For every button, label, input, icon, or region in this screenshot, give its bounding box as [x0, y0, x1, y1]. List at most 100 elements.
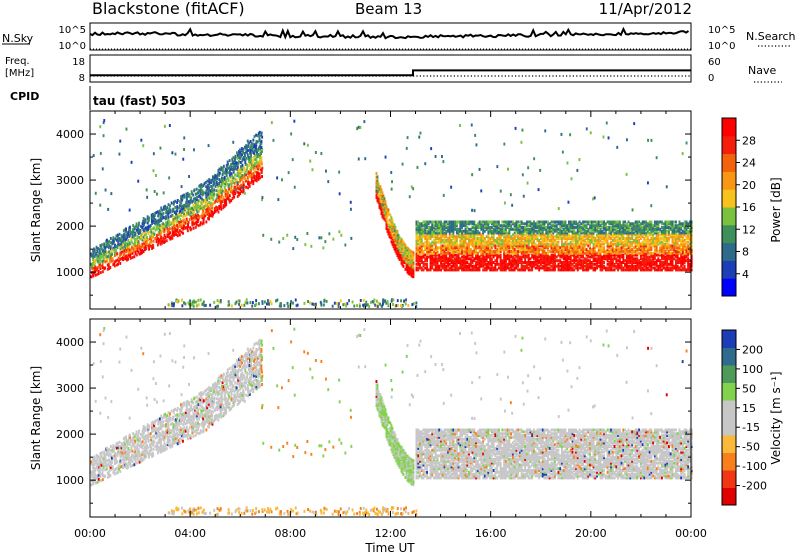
power-cell	[431, 251, 434, 255]
power-cell	[397, 233, 400, 237]
power-cell	[452, 253, 455, 257]
power-cell	[128, 242, 131, 246]
power-cell	[471, 261, 474, 264]
power-cell	[433, 248, 435, 252]
power-cell	[564, 231, 567, 235]
power-cell	[220, 195, 223, 199]
power-cell	[186, 202, 189, 206]
power-cell	[441, 249, 444, 253]
power-cell	[510, 266, 513, 270]
power-cell	[526, 253, 528, 257]
power-cell	[582, 264, 584, 268]
power-cell	[450, 220, 453, 224]
power-cell	[476, 229, 479, 233]
power-cell	[522, 246, 525, 250]
power-cell	[564, 257, 567, 261]
power-cell	[636, 261, 639, 264]
power-cell	[482, 237, 485, 240]
power-cell	[209, 191, 212, 195]
power-cell	[445, 233, 448, 237]
power-cell	[657, 231, 660, 235]
power-cell	[441, 264, 444, 268]
power-cell	[403, 249, 406, 253]
power-cell	[136, 239, 138, 242]
power-cell	[506, 253, 509, 257]
power-cell	[483, 244, 486, 248]
power-cell	[131, 233, 134, 237]
power-cell	[571, 222, 574, 226]
power-cell	[582, 242, 584, 246]
power-cell	[159, 242, 162, 246]
power-cell	[220, 166, 223, 170]
power-cell	[419, 255, 421, 259]
power-cell	[130, 245, 133, 249]
power-cell	[501, 244, 504, 248]
power-cell	[447, 261, 449, 264]
power-cell	[150, 244, 152, 248]
power-cell	[527, 266, 530, 270]
power-cell	[482, 253, 485, 257]
power-cell	[624, 248, 626, 252]
power-cell	[405, 265, 408, 269]
power-cell	[150, 215, 153, 219]
power-cell	[492, 261, 495, 264]
power-cell	[504, 240, 507, 244]
power-cell	[216, 208, 219, 212]
power-cell	[520, 222, 523, 226]
power-cell	[617, 262, 619, 266]
power-cell	[585, 253, 588, 257]
power-cell	[576, 222, 579, 226]
power-cell	[485, 222, 488, 226]
power-cell	[204, 191, 207, 195]
power-cell	[141, 222, 144, 225]
power-cell	[564, 246, 567, 250]
power-cell	[447, 242, 449, 246]
power-cell	[434, 233, 437, 237]
power-cell	[650, 220, 653, 224]
power-cell	[159, 226, 162, 229]
power-cell	[127, 239, 130, 242]
power-cell	[620, 264, 623, 268]
power-cell	[592, 251, 595, 255]
power-cell	[627, 257, 630, 261]
power-cell	[134, 237, 137, 241]
power-cell	[468, 266, 470, 270]
power-cell	[564, 229, 567, 233]
power-cell	[461, 251, 463, 255]
power-cell	[575, 240, 577, 244]
power-cell	[573, 264, 576, 268]
power-cell	[618, 238, 621, 242]
power-cell	[296, 238, 299, 241]
power-cell	[615, 259, 618, 263]
power-cell	[513, 251, 516, 255]
power-cell	[111, 248, 113, 252]
power-cell	[406, 264, 409, 268]
power-cell	[587, 251, 590, 255]
power-cell	[583, 264, 586, 268]
power-cell	[97, 271, 100, 275]
power-cell	[575, 235, 577, 239]
power-cell	[392, 235, 395, 239]
power-cell	[552, 259, 555, 263]
power-cell	[476, 262, 479, 266]
power-cell	[245, 179, 247, 183]
power-cell	[227, 195, 230, 199]
power-cell	[517, 224, 520, 228]
power-cell	[420, 238, 423, 242]
power-cell	[461, 238, 463, 242]
power-cell	[440, 262, 442, 266]
power-cell	[204, 181, 207, 184]
power-cell	[490, 249, 493, 253]
power-cell	[135, 246, 138, 249]
power-cell	[494, 220, 497, 224]
power-cell	[375, 188, 378, 192]
power-cell	[618, 249, 621, 253]
power-cell	[431, 222, 434, 226]
power-cell	[174, 218, 177, 222]
power-cell	[433, 220, 435, 224]
power-cell	[522, 268, 525, 272]
power-cell	[538, 259, 541, 263]
power-cell	[545, 229, 548, 233]
power-cell	[228, 200, 231, 204]
power-cell	[452, 231, 455, 235]
